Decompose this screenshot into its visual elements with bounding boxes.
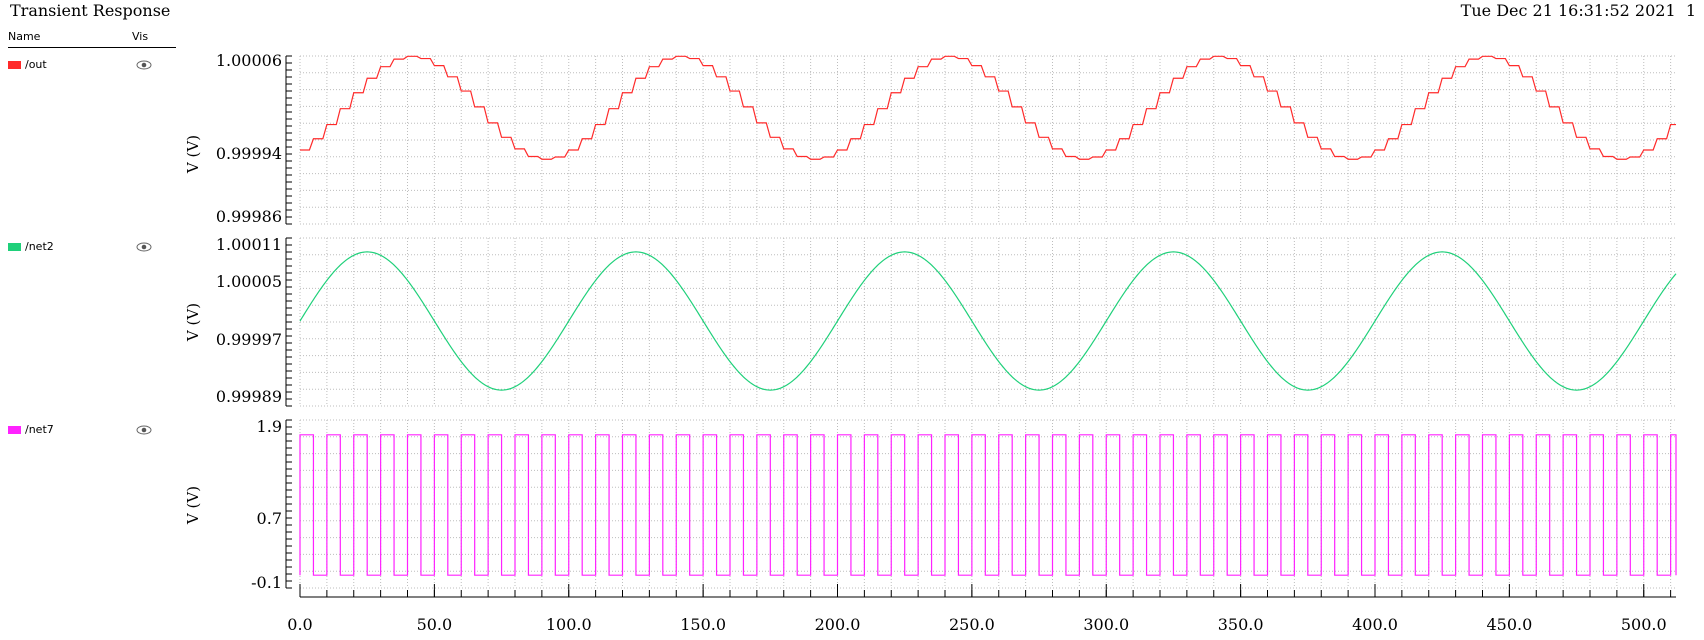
series-line-net7: [299, 434, 1677, 576]
window-title: Transient Response: [10, 1, 171, 20]
series-line-out: [300, 55, 1676, 160]
x-tick-label: 50.0: [417, 615, 453, 634]
y-tick-label: 0.99989: [216, 387, 282, 406]
x-tick-label: 150.0: [680, 615, 726, 634]
legend-vis-header: Vis: [132, 30, 149, 43]
y-tick-label: 0.99986: [216, 207, 282, 226]
legend-swatch-net7: [8, 426, 21, 434]
legend-item-net2[interactable]: /net2: [8, 240, 176, 256]
legend-label-net2: /net2: [25, 240, 54, 253]
y-tick-label: 0.99994: [216, 144, 282, 163]
legend-name-header: Name: [8, 30, 41, 43]
y-axis-title: V (V): [184, 303, 202, 342]
x-tick-label: 450.0: [1486, 615, 1532, 634]
y-tick-label: 1.00011: [216, 235, 282, 254]
y-tick-label: -0.1: [251, 573, 282, 592]
y-tick-label: 1.00006: [216, 51, 282, 70]
x-tick-label: 100.0: [546, 615, 592, 634]
x-tick-label: 300.0: [1083, 615, 1129, 634]
x-tick-label: 400.0: [1352, 615, 1398, 634]
y-axis-title: V (V): [184, 135, 202, 174]
x-tick-label: 200.0: [815, 615, 861, 634]
x-tick-label: 500.0: [1621, 615, 1667, 634]
y-tick-label: 0.99997: [216, 330, 282, 349]
y-tick-label: 0.7: [257, 509, 282, 528]
legend-swatch-net2: [8, 243, 21, 251]
legend-swatch-out: [8, 61, 21, 69]
y-axis-title: V (V): [184, 486, 202, 525]
eye-icon[interactable]: [135, 59, 153, 71]
y-tick-label: 1.00005: [216, 272, 282, 291]
timestamp: Tue Dec 21 16:31:52 2021 1: [1460, 1, 1696, 20]
series-line-net2: [299, 251, 1677, 391]
legend-item-out[interactable]: /out: [8, 58, 176, 74]
legend-item-net7[interactable]: /net7: [8, 423, 176, 439]
x-tick-label: 250.0: [949, 615, 995, 634]
legend-label-out: /out: [25, 58, 47, 71]
x-tick-label: 350.0: [1218, 615, 1264, 634]
eye-icon[interactable]: [135, 424, 153, 436]
y-tick-label: 1.9: [257, 417, 282, 436]
x-tick-label: 0.0: [287, 615, 312, 634]
legend-label-net7: /net7: [25, 423, 54, 436]
legend-header: Name Vis: [8, 30, 176, 48]
eye-icon[interactable]: [135, 241, 153, 253]
